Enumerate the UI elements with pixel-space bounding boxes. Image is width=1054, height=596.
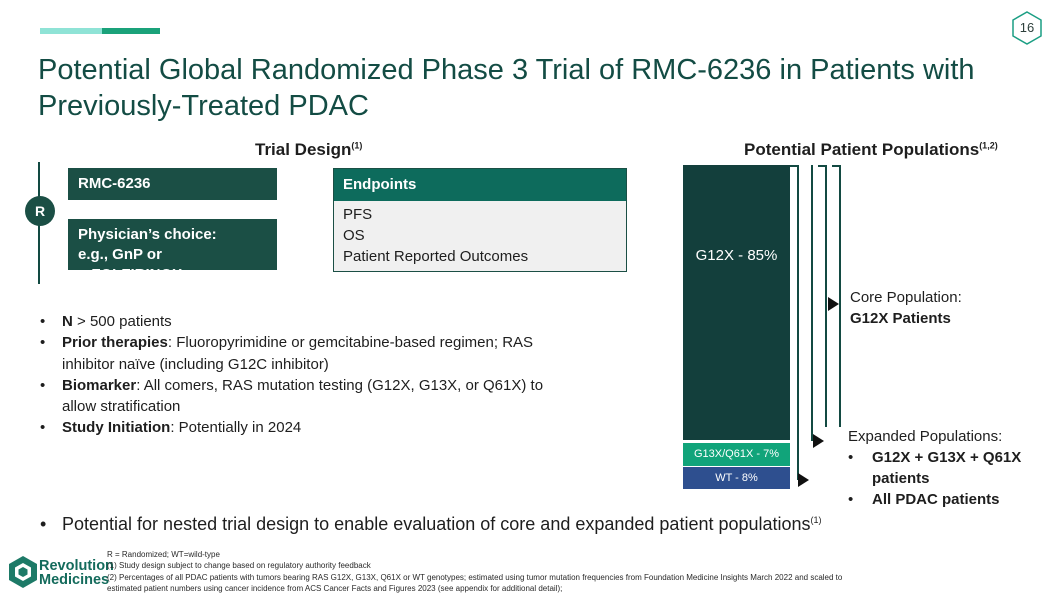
page-title: Potential Global Randomized Phase 3 Tria… <box>38 54 975 122</box>
study-details-list: N > 500 patients Prior therapies: Fluoro… <box>40 311 560 439</box>
endpoint-item: PFS <box>343 206 373 223</box>
expanded-populations-label: Expanded Populations: <box>848 428 1003 445</box>
arm-rmc-6236: RMC-6236 <box>68 168 277 200</box>
core-population: Core Population: G12X Patients <box>850 287 962 329</box>
bullet-patients: N > 500 patients <box>40 311 560 333</box>
expanded-populations-list: G12X + G13X + Q61X patients All PDAC pat… <box>848 447 1043 510</box>
bracket-expanded-outer <box>811 165 813 441</box>
bullet-dot: • <box>40 514 47 534</box>
arrow-right-icon <box>828 297 839 311</box>
footnote: estimated patient numbers using cancer i… <box>107 584 563 593</box>
bullet-text: : All comers, RAS mutation testing (G12X… <box>62 376 544 416</box>
bullet-label: Study Initiation <box>62 419 171 437</box>
trial-design-heading-text: Trial Design <box>255 140 352 159</box>
bullet-prior-therapies: Prior therapies: Fluoropyrimidine or gem… <box>40 332 560 375</box>
populations-heading-text: Potential Patient Populations <box>744 140 980 159</box>
trial-design-heading: Trial Design(1) <box>255 140 362 160</box>
endpoints-list: PFS OS Patient Reported Outcomes <box>334 201 626 267</box>
endpoints-box: Endpoints PFS OS Patient Reported Outcom… <box>333 168 627 272</box>
population-bar-g13x-q61x: G13X/Q61X - 7% <box>683 443 790 466</box>
bullet-biomarker: Biomarker: All comers, RAS mutation test… <box>40 375 560 418</box>
expanded-population-item: G12X + G13X + Q61X patients <box>848 447 1043 489</box>
populations-heading-ref: (1,2) <box>979 140 998 151</box>
bracket-tick-core <box>818 165 825 167</box>
bracket-core-outer <box>839 165 841 427</box>
bullet-label: Prior therapies <box>62 334 168 352</box>
endpoint-item: OS <box>343 227 365 244</box>
hexagon-icon <box>1012 11 1042 45</box>
arm-physicians-choice: Physician’s choice: e.g., GnP or mFOLFIR… <box>68 219 277 283</box>
accent-bar-light <box>40 28 102 34</box>
bracket-tick-top <box>790 165 797 167</box>
bracket-core-inner <box>825 165 827 427</box>
logo-line1: Revolution <box>39 558 114 574</box>
page-number: 16 <box>1019 20 1035 35</box>
revolution-medicines-logo-icon <box>8 555 38 589</box>
bullet-label: Biomarker <box>62 376 137 394</box>
footnote: R = Randomized; WT=wild-type <box>107 550 220 559</box>
population-bar-g12x: G12X - 85% <box>683 165 790 440</box>
accent-bar-dark <box>102 28 160 34</box>
population-bar-wt: WT - 8% <box>683 467 790 489</box>
randomization-circle: R <box>25 196 55 226</box>
bullet-label: N <box>62 313 73 330</box>
nested-trial-note-text: Potential for nested trial design to ena… <box>62 514 811 534</box>
endpoints-title: Endpoints <box>334 169 626 201</box>
bracket-all-pdac <box>797 165 799 480</box>
arrow-right-icon <box>813 434 824 448</box>
bullet-text: : Fluoropyrimidine or gemcitabine-based … <box>62 334 534 373</box>
arm-rmc-6236-label: RMC-6236 <box>78 175 151 192</box>
arm-physicians-choice-line2: e.g., GnP or mFOLFIRINOX <box>78 246 183 283</box>
bullet-study-initiation: Study Initiation: Potentially in 2024 <box>40 417 560 439</box>
bullet-text: : Potentially in 2024 <box>170 419 302 437</box>
nested-trial-note-ref: (1) <box>810 515 822 525</box>
expanded-populations: Expanded Populations: G12X + G13X + Q61X… <box>848 426 1043 510</box>
revolution-medicines-logo-text: Revolution Medicines <box>39 558 114 588</box>
trial-design-heading-ref: (1) <box>351 140 363 151</box>
core-population-value: G12X Patients <box>850 310 951 327</box>
core-population-label: Core Population: <box>850 289 962 306</box>
bracket-tick-core-outer <box>832 165 839 167</box>
footnote: (1) Study design subject to change based… <box>107 561 371 570</box>
populations-heading: Potential Patient Populations(1,2) <box>744 140 998 160</box>
bullet-text: > 500 patients <box>72 313 172 330</box>
footnote: (2) Percentages of all PDAC patients wit… <box>107 573 843 582</box>
arrow-right-icon <box>798 473 809 487</box>
nested-trial-note: • Potential for nested trial design to en… <box>40 514 822 535</box>
arm-physicians-choice-line1: Physician’s choice: <box>78 226 217 243</box>
logo-line2: Medicines <box>39 572 110 588</box>
expanded-population-item: All PDAC patients <box>848 489 1043 510</box>
endpoint-item: Patient Reported Outcomes <box>343 248 529 265</box>
page-number-badge: 16 <box>1011 10 1043 46</box>
